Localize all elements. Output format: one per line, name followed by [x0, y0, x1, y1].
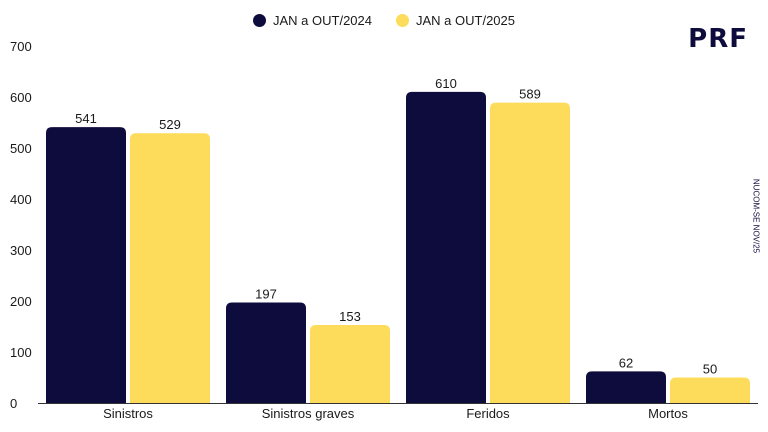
y-tick-label: 700	[10, 39, 32, 54]
bar	[490, 102, 570, 404]
legend-label-2025: JAN a OUT/2025	[416, 13, 515, 28]
bar	[310, 324, 390, 403]
data-label: 50	[703, 362, 717, 377]
data-label: 610	[435, 76, 457, 91]
bar	[406, 91, 486, 404]
bar	[670, 377, 750, 403]
bar	[130, 133, 210, 403]
y-tick-label: 300	[10, 243, 32, 258]
legend-item-2025: JAN a OUT/2025	[396, 13, 515, 28]
y-tick-label: 400	[10, 192, 32, 207]
bar	[226, 302, 306, 403]
legend-swatch-2025	[396, 14, 409, 27]
prf-logo: PRF	[688, 24, 748, 54]
data-label: 589	[519, 87, 541, 102]
y-tick-label: 200	[10, 294, 32, 309]
data-label: 529	[159, 117, 181, 132]
x-tick-label: Mortos	[648, 406, 688, 421]
bar	[46, 127, 126, 403]
bar	[586, 371, 666, 403]
x-tick-label: Feridos	[466, 406, 510, 421]
data-label: 62	[619, 355, 633, 370]
x-tick-label: Sinistros graves	[262, 406, 355, 421]
x-tick-label: Sinistros	[103, 406, 153, 421]
y-tick-label: 600	[10, 90, 32, 105]
data-label: 153	[339, 309, 361, 324]
data-label: 197	[255, 287, 277, 302]
y-tick-label: 100	[10, 345, 32, 360]
legend-item-2024: JAN a OUT/2024	[253, 13, 372, 28]
data-label: 541	[75, 111, 97, 126]
y-tick-label: 0	[10, 396, 17, 411]
legend-swatch-2024	[253, 14, 266, 27]
chart-legend: JAN a OUT/2024 JAN a OUT/2025	[0, 13, 768, 28]
y-tick-label: 500	[10, 141, 32, 156]
legend-label-2024: JAN a OUT/2024	[273, 13, 372, 28]
